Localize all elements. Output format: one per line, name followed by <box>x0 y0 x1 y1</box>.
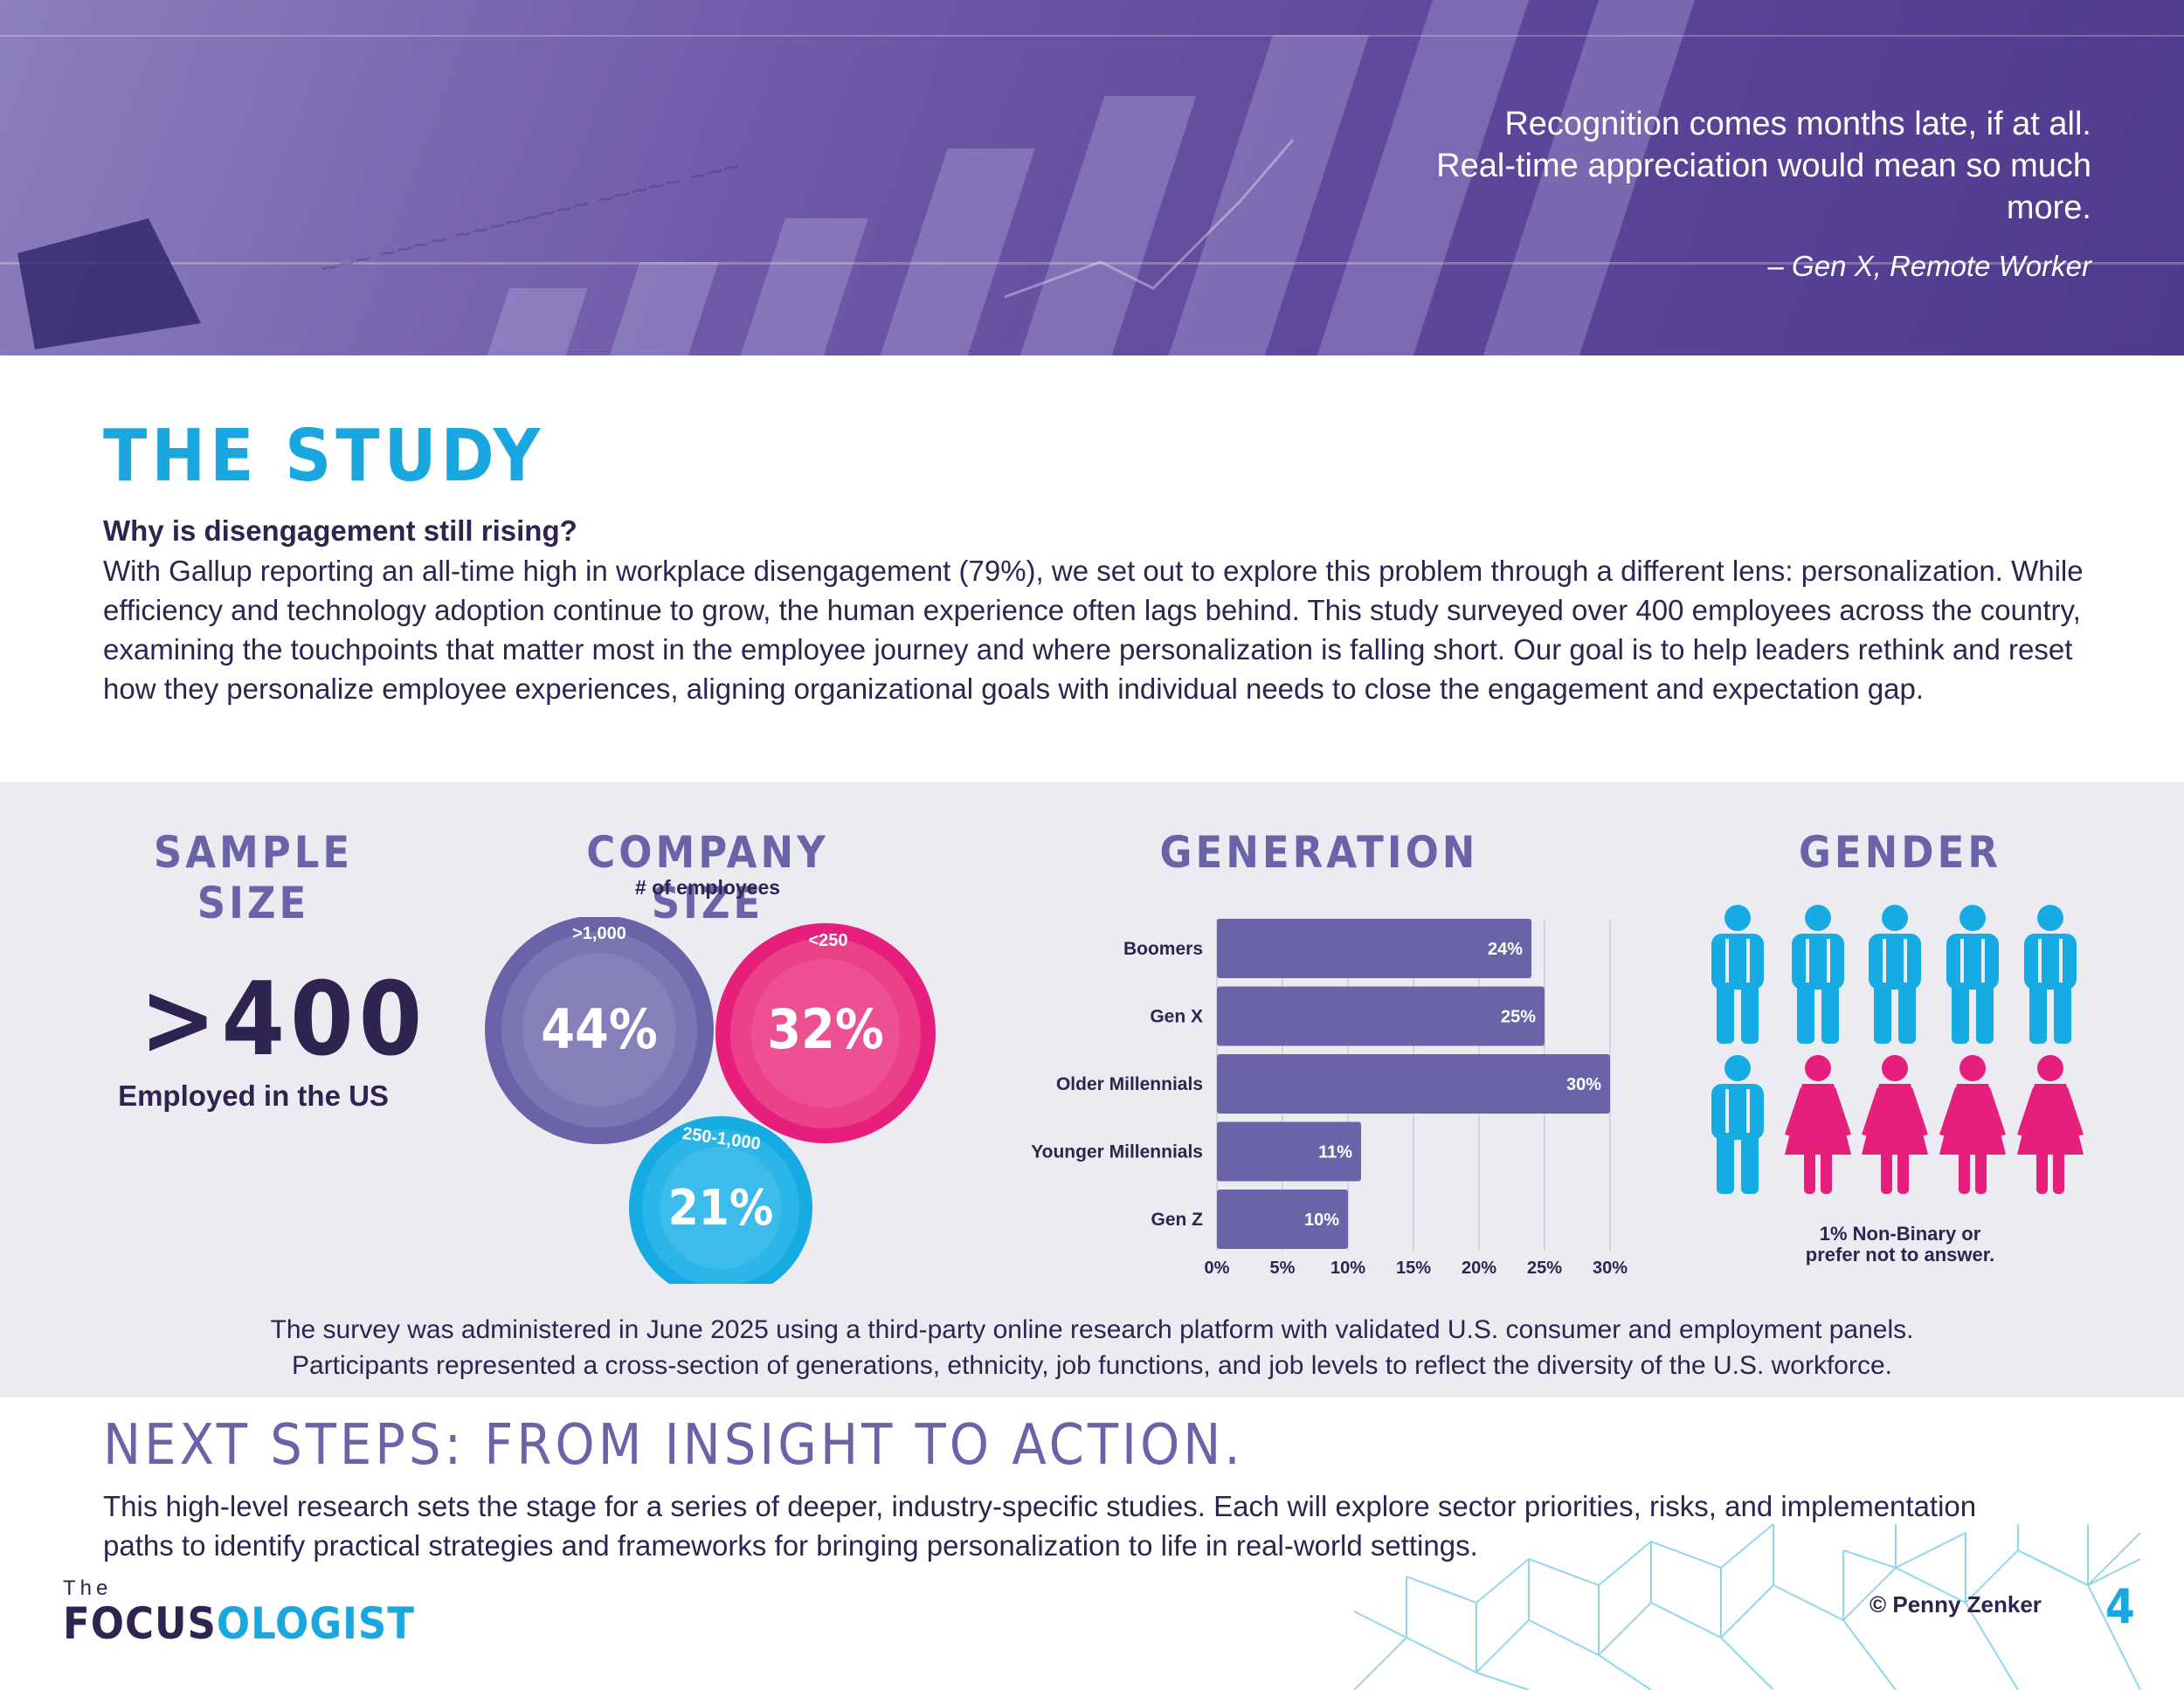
bubble-250-1000-value: 21% <box>668 1180 774 1237</box>
bubble-under-250-value: 32% <box>767 997 884 1061</box>
bubble-over-1000-label: >1,000 <box>572 924 626 943</box>
category-label: Boomers <box>1123 939 1203 959</box>
copyright: © Penny Zenker <box>1870 1591 2042 1618</box>
x-tick-label: 20% <box>1462 1259 1496 1278</box>
focusologist-logo: The FOCUSOLOGIST <box>63 1576 415 1648</box>
value-label: 25% <box>1501 1008 1536 1027</box>
x-tick-label: 5% <box>1270 1259 1296 1278</box>
logo-part-ologist: OLOGIST <box>216 1598 415 1649</box>
company-size-subtitle: # of employees <box>634 876 781 899</box>
gender-note: 1% Non-Binary or prefer not to answer. <box>1773 1224 2027 1266</box>
hero-quote-attribution: – Gen X, Remote Worker <box>1767 250 2091 282</box>
male-person-icon <box>1869 905 1921 1044</box>
generation-bar-chart: 0% 5% 10% 15% 20% 25% 30% Boomers 24% Gen X 25% Old… <box>1031 919 1628 1278</box>
next-steps-body: This high-level research sets the stage … <box>103 1490 1977 1562</box>
study-body: With Gallup reporting an all-time high i… <box>103 555 2084 705</box>
female-person-icon <box>2017 1055 2084 1194</box>
company-size-bubbles: >1,000 44% <250 32% 250-1,000 21% <box>485 917 936 1284</box>
x-tick-label: 15% <box>1396 1259 1431 1278</box>
bar-younger-millennials <box>1217 1121 1361 1182</box>
bar-boomers <box>1217 919 1531 978</box>
female-person-icon <box>1785 1055 1851 1194</box>
sample-size-value: >400 <box>140 961 428 1079</box>
bubble-over-1000-value: 44% <box>541 997 658 1061</box>
generation-title: GENERATION <box>1159 827 1479 878</box>
sample-size-label: Employed in the US <box>118 1080 389 1112</box>
x-tick-label: 10% <box>1330 1259 1365 1278</box>
gender-note-line2: prefer not to answer. <box>1805 1244 1995 1266</box>
category-label: Younger Millennials <box>1031 1142 1203 1162</box>
bar-older-millennials <box>1217 1054 1610 1114</box>
x-tick-label: 30% <box>1593 1259 1628 1278</box>
company-size-title: COMPANY SIZE <box>586 827 829 928</box>
male-person-icon <box>1711 905 1764 1044</box>
value-label: 24% <box>1488 940 1523 959</box>
gender-icon-grid <box>1711 905 2084 1194</box>
next-steps-title: NEXT STEPS: FROM INSIGHT TO ACTION. <box>103 1413 1244 1478</box>
value-label: 30% <box>1566 1075 1601 1094</box>
study-title: THE STUDY <box>103 415 545 498</box>
bubble-under-250-label: <250 <box>808 931 847 950</box>
male-person-icon <box>1946 905 1999 1044</box>
x-tick-label: 0% <box>1205 1259 1230 1278</box>
sample-size-title: SAMPLE SIZE <box>153 827 354 928</box>
survey-note-line2: Participants represented a cross-section… <box>291 1351 1893 1380</box>
bubble-over-1000: >1,000 44% <box>485 917 714 1144</box>
female-person-icon <box>1862 1055 1928 1194</box>
value-label: 10% <box>1304 1211 1339 1230</box>
bubble-250-1000: 250-1,000 21% <box>629 1116 812 1284</box>
male-person-icon <box>1792 905 1844 1044</box>
page-number: 4 <box>2105 1579 2135 1634</box>
decorative-geometric-pattern <box>1354 1524 2141 1690</box>
male-person-icon <box>1711 1055 1764 1194</box>
value-label: 11% <box>1318 1143 1352 1162</box>
hero-background-chart-image: ~~~ ~~~~ ~~~~~~~~ ~~~~~ ~~~ <box>0 0 2184 355</box>
hero-quote: Recognition comes months late, if at all… <box>1436 106 2091 226</box>
category-label: Gen Z <box>1151 1210 1203 1230</box>
logo-wordmark: FOCUSOLOGIST <box>63 1600 415 1647</box>
bubble-under-250: <250 32% <box>715 923 936 1143</box>
gender-note-line1: 1% Non-Binary or <box>1819 1223 1981 1245</box>
x-tick-label: 25% <box>1527 1259 1562 1278</box>
logo-the-text: The <box>63 1576 113 1600</box>
hero-banner: ~~~ ~~~~ ~~~~~~~~ ~~~~~ ~~~ Recognition … <box>0 0 2184 355</box>
category-label: Gen X <box>1150 1007 1203 1027</box>
bar-gen-x <box>1217 986 1545 1046</box>
bar-gen-z <box>1217 1190 1348 1249</box>
study-question: Why is disengagement still rising? <box>103 514 577 547</box>
female-person-icon <box>1939 1055 2006 1194</box>
gender-title: GENDER <box>1798 827 2002 878</box>
survey-note-line1: The survey was administered in June 2025… <box>270 1315 1914 1344</box>
survey-methodology-note: The survey was administered in June 2025… <box>87 1312 2097 1383</box>
male-person-icon <box>2024 905 2077 1044</box>
category-label: Older Millennials <box>1056 1074 1203 1094</box>
logo-part-focus: FOCUS <box>63 1598 217 1649</box>
